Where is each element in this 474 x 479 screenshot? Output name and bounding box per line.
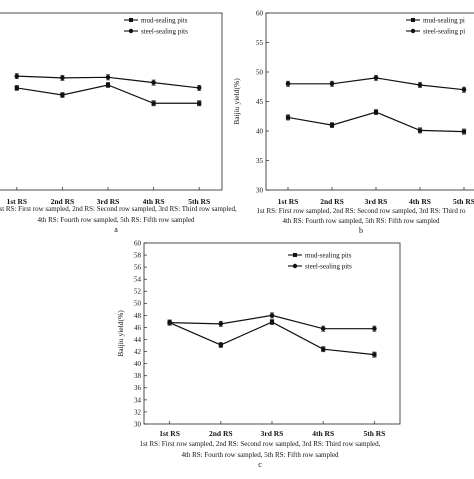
data-point-square bbox=[105, 82, 111, 88]
data-point-square bbox=[14, 85, 19, 91]
x-tick-label: 3rd RS bbox=[365, 197, 388, 206]
footnote-line: 1st RS: First row sampled, 2nd RS: Secon… bbox=[140, 440, 381, 448]
data-point-circle bbox=[320, 326, 326, 331]
plot-frame bbox=[0, 12, 223, 191]
chart-panel-a: 1st RS 2nd RS 3rd RS 4th RS 5th RS mud-sealin… bbox=[0, 12, 237, 234]
y-tick-label: 38 bbox=[134, 372, 142, 380]
legend-marker-circle bbox=[128, 28, 134, 34]
y-tick-label: 56 bbox=[134, 264, 142, 272]
data-point-circle bbox=[196, 85, 202, 91]
data-point-square bbox=[321, 347, 326, 352]
y-tick-label: 48 bbox=[134, 312, 142, 320]
x-tick-label: 5th RS bbox=[188, 197, 210, 206]
y-tick-label: 36 bbox=[134, 384, 142, 392]
y-axis-label: Baijiu yield(%) bbox=[116, 310, 125, 357]
legend-label: mud-sealing pits bbox=[141, 16, 188, 24]
legend-marker-circle bbox=[410, 28, 416, 34]
data-point-circle bbox=[60, 75, 65, 81]
data-point-circle bbox=[461, 87, 467, 92]
y-tick-label: 32 bbox=[134, 408, 142, 416]
series-line-mud bbox=[287, 111, 465, 133]
data-point-circle bbox=[167, 320, 172, 325]
legend-marker-square bbox=[293, 253, 297, 257]
footnote-line: 4th RS: Fourth row sampled, 5th RS: Fift… bbox=[282, 217, 440, 225]
legend-label: steel-sealing pi bbox=[423, 27, 465, 35]
legend-marker-square bbox=[411, 18, 415, 22]
x-tick-label: 4th RS bbox=[312, 429, 334, 438]
x-tick-label: 1st RS bbox=[159, 429, 180, 438]
data-point-square bbox=[218, 342, 223, 348]
data-point-square bbox=[417, 128, 423, 133]
legend-marker-circle bbox=[292, 263, 298, 269]
data-point-square bbox=[60, 92, 65, 98]
legend-label: steel-sealing pits bbox=[141, 27, 188, 35]
y-tick-label: 50 bbox=[256, 68, 264, 76]
x-tick-label: 2nd RS bbox=[209, 429, 233, 438]
chart-panel-c: 30 32 34 36 38 40 42 44 46 48 50 52 54 56 58 60 1st RS 2n… bbox=[116, 239, 401, 469]
data-point-square bbox=[373, 110, 379, 115]
footnote-line: 1st RS: First row sampled, 2nd RS: Secon… bbox=[257, 207, 466, 215]
x-tick-label: 3rd RS bbox=[261, 429, 284, 438]
panel-label: c bbox=[258, 460, 262, 469]
x-tick-label: 1st RS bbox=[6, 197, 27, 206]
data-point-square bbox=[329, 123, 335, 128]
legend-label: mud-sealing pits bbox=[305, 251, 352, 259]
y-tick-label: 35 bbox=[256, 157, 264, 165]
data-point-circle bbox=[105, 75, 111, 80]
footnote-line: irst RS: First row sampled, 2nd RS: Seco… bbox=[0, 205, 237, 213]
y-tick-label: 60 bbox=[134, 239, 142, 247]
x-tick-label: 2nd RS bbox=[51, 197, 75, 206]
y-tick-label: 46 bbox=[134, 324, 142, 332]
y-tick-label: 58 bbox=[134, 251, 142, 259]
data-point-square bbox=[285, 115, 291, 120]
legend-label: steel-sealing pits bbox=[305, 262, 352, 270]
legend-marker-square bbox=[129, 18, 133, 22]
data-point-circle bbox=[373, 75, 379, 81]
data-point-circle bbox=[218, 321, 224, 327]
y-axis-label: Baijiu yield(%) bbox=[232, 78, 241, 125]
data-point-square bbox=[372, 352, 377, 357]
y-tick-label: 34 bbox=[134, 396, 142, 404]
data-point-circle bbox=[285, 81, 291, 87]
x-tick-label: 2nd RS bbox=[320, 197, 344, 206]
panel-label: a bbox=[114, 225, 118, 234]
legend-label: mud-sealing pi bbox=[423, 16, 465, 24]
data-point-square bbox=[269, 319, 275, 325]
y-tick-label: 44 bbox=[134, 336, 142, 344]
chart-panel-b: 30 35 40 45 50 55 60 1st RS 2nd RS 3rd RS 4th RS 5t… bbox=[232, 9, 474, 235]
x-tick-label: 5th RS bbox=[363, 429, 385, 438]
y-tick-label: 50 bbox=[134, 300, 142, 308]
footnote-line: 4th RS: Fourth row sampled, 5th RS: Fift… bbox=[181, 451, 339, 459]
data-point-circle bbox=[151, 80, 156, 85]
y-tick-label: 42 bbox=[134, 348, 142, 356]
x-tick-label: 5th RS bbox=[453, 197, 474, 206]
y-tick-label: 40 bbox=[256, 127, 264, 135]
x-tick-label: 3rd RS bbox=[97, 197, 120, 206]
y-tick-label: 54 bbox=[134, 276, 142, 284]
y-tick-label: 40 bbox=[134, 360, 142, 368]
data-point-circle bbox=[14, 73, 20, 79]
data-point-square bbox=[461, 129, 467, 134]
data-point-circle bbox=[269, 313, 275, 318]
y-tick-label: 30 bbox=[134, 420, 142, 428]
y-tick-label: 30 bbox=[256, 186, 264, 194]
x-tick-label: 1st RS bbox=[278, 197, 299, 206]
series-line-mud bbox=[169, 321, 375, 356]
data-point-circle bbox=[417, 82, 423, 88]
y-tick-label: 55 bbox=[256, 39, 264, 47]
data-point-square bbox=[151, 101, 156, 106]
plot-frame bbox=[143, 242, 401, 425]
data-point-circle bbox=[329, 81, 335, 87]
y-tick-label: 45 bbox=[256, 98, 264, 106]
footnote-line: 4th RS: Fourth row sampled, 5th RS: Fift… bbox=[37, 216, 195, 224]
y-tick-label: 60 bbox=[256, 9, 264, 17]
x-tick-label: 4th RS bbox=[143, 197, 165, 206]
data-point-circle bbox=[372, 326, 377, 331]
plot-frame bbox=[265, 12, 474, 191]
x-tick-label: 4th RS bbox=[409, 197, 431, 206]
panel-label: b bbox=[359, 226, 363, 235]
data-point-square bbox=[197, 101, 202, 106]
y-tick-label: 52 bbox=[134, 288, 142, 296]
